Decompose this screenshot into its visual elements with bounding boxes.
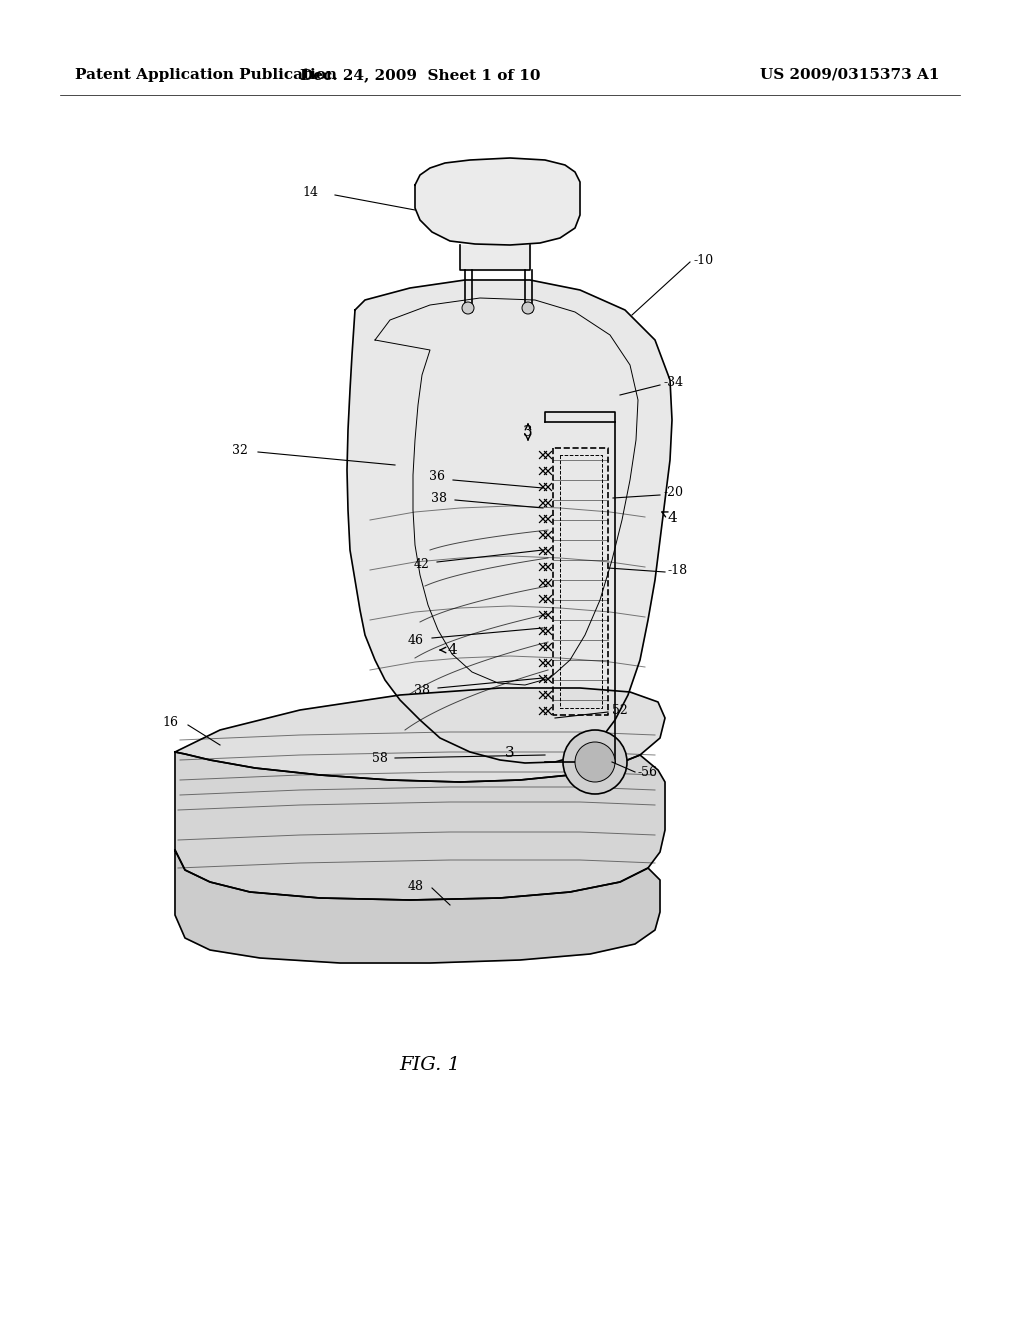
- Text: 48: 48: [408, 879, 424, 892]
- Polygon shape: [175, 850, 660, 964]
- Text: 38: 38: [431, 491, 447, 504]
- Circle shape: [462, 302, 474, 314]
- Text: 3: 3: [505, 746, 515, 760]
- Text: 16: 16: [162, 715, 178, 729]
- Polygon shape: [175, 752, 665, 900]
- Text: 4: 4: [667, 511, 677, 525]
- Text: -34: -34: [663, 376, 683, 389]
- Polygon shape: [460, 246, 530, 271]
- Text: -10: -10: [693, 253, 713, 267]
- Text: 52: 52: [612, 704, 628, 717]
- Text: -20: -20: [663, 487, 683, 499]
- Text: 58: 58: [372, 751, 388, 764]
- Text: 32: 32: [232, 444, 248, 457]
- Text: 36: 36: [429, 470, 445, 483]
- Circle shape: [575, 742, 615, 781]
- Polygon shape: [415, 158, 580, 246]
- Text: -18: -18: [668, 564, 688, 577]
- Text: 38: 38: [414, 684, 430, 697]
- Text: 46: 46: [408, 634, 424, 647]
- Text: Patent Application Publication: Patent Application Publication: [75, 69, 337, 82]
- Text: 4: 4: [447, 643, 457, 657]
- Text: Dec. 24, 2009  Sheet 1 of 10: Dec. 24, 2009 Sheet 1 of 10: [300, 69, 541, 82]
- Polygon shape: [175, 688, 665, 781]
- Circle shape: [563, 730, 627, 795]
- Circle shape: [522, 302, 534, 314]
- Text: 14: 14: [302, 186, 318, 198]
- Polygon shape: [347, 280, 672, 763]
- Text: US 2009/0315373 A1: US 2009/0315373 A1: [760, 69, 939, 82]
- Text: -56: -56: [638, 767, 658, 780]
- Text: FIG. 1: FIG. 1: [399, 1056, 461, 1074]
- Text: 3: 3: [523, 425, 532, 440]
- Text: 42: 42: [413, 557, 429, 570]
